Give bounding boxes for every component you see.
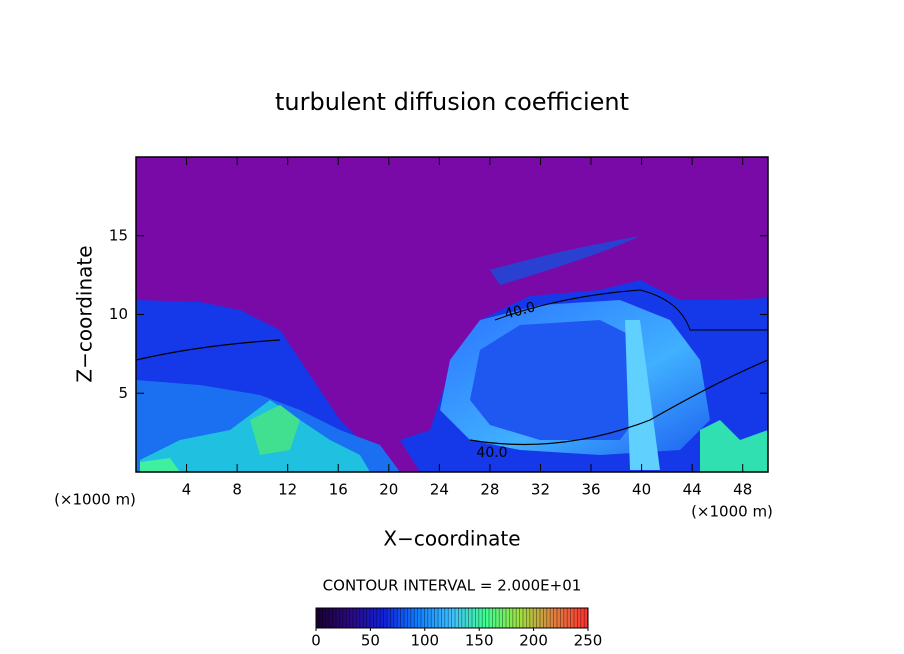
field-region: [140, 458, 180, 472]
y-axis-label: Z−coordinate: [73, 245, 97, 382]
x-tick-label: 20: [379, 481, 398, 499]
x-unit-label: (×1000 m): [691, 503, 773, 521]
field-region: [470, 320, 650, 440]
field-region: [250, 405, 300, 455]
contour-line: [136, 339, 281, 361]
x-tick-label: 36: [581, 481, 600, 499]
x-tick-label: 40: [632, 481, 651, 499]
contour-field: [136, 157, 768, 472]
chart-title: turbulent diffusion coefficient: [275, 88, 629, 116]
contour-interval: CONTOUR INTERVAL = 2.000E+01: [323, 577, 582, 595]
y-tick-label: 10: [109, 305, 128, 323]
x-tick-label: 48: [733, 481, 752, 499]
x-tick-label: 32: [531, 481, 550, 499]
x-tick-label: 44: [683, 481, 702, 499]
y-tick-label: 15: [109, 226, 128, 244]
field-region: [625, 320, 660, 470]
colorbar: [315, 607, 589, 629]
y-tick-label: 5: [118, 384, 128, 402]
x-tick-label: 12: [278, 481, 297, 499]
colorbar-tick-label: 150: [465, 632, 494, 650]
y-unit-label: (×1000 m): [54, 491, 136, 509]
contour-line: [469, 359, 768, 446]
colorbar-tick-label: 100: [410, 632, 439, 650]
field-region: [490, 236, 640, 285]
colorbar-tick-label: 200: [519, 632, 548, 650]
x-axis-label: X−coordinate: [383, 527, 520, 551]
colorbar-tick-label: 250: [574, 632, 603, 650]
colorbar-tick-label: 0: [311, 632, 321, 650]
x-tick-label: 8: [232, 481, 242, 499]
x-tick-label: 4: [182, 481, 192, 499]
x-tick-label: 28: [480, 481, 499, 499]
contour-line: [494, 289, 768, 331]
contour-label: 40.0: [476, 445, 507, 461]
field-region: [700, 420, 768, 472]
x-tick-label: 16: [329, 481, 348, 499]
x-tick-label: 24: [430, 481, 449, 499]
contour-label: 40.0: [503, 299, 537, 323]
colorbar-tick-label: 50: [361, 632, 380, 650]
